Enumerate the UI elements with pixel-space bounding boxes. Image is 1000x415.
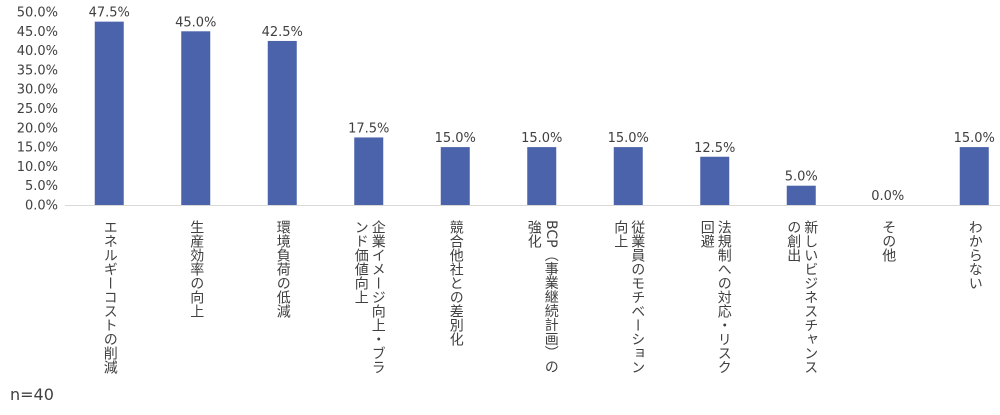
y-tick-label: 20.0%: [17, 121, 58, 136]
bar: [786, 185, 816, 205]
bar: [267, 40, 297, 206]
bar: [440, 147, 470, 205]
data-label: 15.0%: [608, 131, 649, 146]
data-label: 15.0%: [435, 131, 476, 146]
category-label: 従業員のモチベーション 向上: [612, 220, 646, 374]
data-label: 45.0%: [175, 15, 216, 30]
data-label: 5.0%: [785, 170, 818, 185]
y-tick-label: 50.0%: [17, 6, 58, 21]
y-tick-label: 25.0%: [17, 102, 58, 117]
bar: [700, 156, 730, 205]
category-label: エネルギーコストの削減: [101, 220, 118, 374]
category-label: 法規制への対応・リスク 回避: [698, 220, 732, 374]
data-label: 47.5%: [89, 6, 130, 21]
data-label: 12.5%: [694, 141, 735, 156]
y-tick-label: 40.0%: [17, 44, 58, 59]
category-label: その他: [880, 220, 897, 262]
y-tick-label: 10.0%: [17, 160, 58, 175]
sample-size-note: n=40: [10, 385, 54, 404]
category-label: 環境負荷の低減: [274, 220, 291, 318]
bar: [959, 147, 989, 205]
y-tick-label: 0.0%: [25, 199, 58, 214]
category-label: 生産効率の向上: [188, 220, 205, 318]
category-label: わからない: [966, 220, 983, 290]
y-tick-label: 45.0%: [17, 25, 58, 40]
category-label: 新しいビジネスチャンス の創出: [785, 220, 819, 374]
y-tick-label: 5.0%: [25, 179, 58, 194]
category-label: 企業イメージ向上・ブラ ンド価値向上: [352, 220, 386, 374]
category-label: BCP（事業継続計画）の 強化: [525, 220, 559, 374]
data-label: 42.5%: [262, 25, 303, 40]
y-tick-label: 35.0%: [17, 63, 58, 78]
bar: [527, 147, 557, 205]
data-label: 0.0%: [871, 189, 904, 204]
y-tick-label: 30.0%: [17, 83, 58, 98]
bars: [94, 21, 989, 206]
y-tick-label: 15.0%: [17, 141, 58, 156]
y-axis-ticks: 0.0% 5.0% 10.0% 15.0% 20.0% 25.0% 30.0% 35.0% 40…: [17, 6, 58, 214]
data-label: 17.5%: [348, 121, 389, 136]
bar: [613, 147, 643, 205]
data-label: 15.0%: [954, 131, 995, 146]
data-labels: 47.5% 45.0% 42.5% 17.5% 15.0% 15.0% 15.0% 12.5%…: [89, 6, 995, 204]
bar: [181, 31, 211, 205]
bar: [94, 21, 124, 206]
bar: [354, 137, 384, 205]
data-label: 15.0%: [521, 131, 562, 146]
category-label: 競合他社との差別化: [447, 220, 464, 346]
